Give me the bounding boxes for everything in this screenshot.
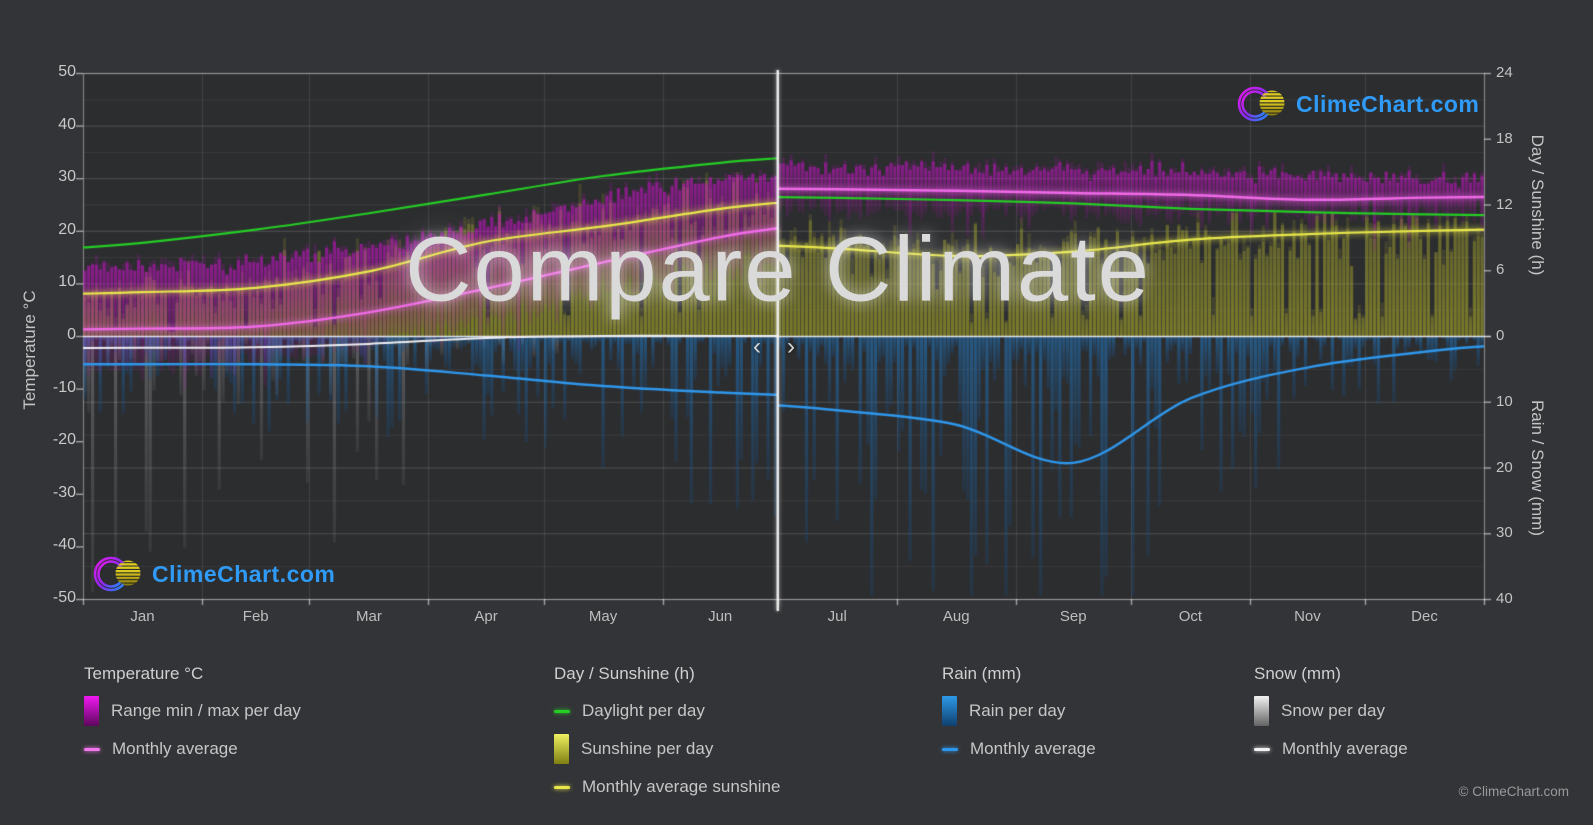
legend-item: Range min / max per day: [84, 696, 301, 726]
hours-tick-18: 18: [1496, 129, 1513, 147]
legend-temperature: Temperature °C Range min / max per day Mon…: [84, 664, 301, 772]
legend-item: Rain per day: [942, 696, 1096, 726]
legend-swatch-gradient: [942, 696, 957, 726]
legend-swatch-line: [942, 747, 958, 751]
legend-title-2: Day / Sunshine (h): [554, 664, 695, 683]
hours-tick-0: 0: [1496, 327, 1505, 344]
temp-tick--30: -30: [52, 483, 76, 501]
month-label-feb: Feb: [242, 608, 269, 625]
legend-swatch-gradient: [84, 696, 99, 726]
climechart-logo-icon: [93, 556, 141, 592]
legend-item-label: Range min / max per day: [111, 701, 301, 720]
divider-prev-arrow-icon[interactable]: ‹: [753, 333, 761, 360]
legend-snow: Snow (mm) Snow per day Monthly average: [1254, 664, 1408, 772]
watermark-title: Compare Climate: [405, 218, 1151, 321]
compare-divider[interactable]: [776, 70, 781, 615]
legend-swatch-line: [84, 747, 100, 751]
legend-item-label: Monthly average: [112, 739, 238, 758]
temp-tick--20: -20: [52, 431, 76, 449]
legend-title-4: Snow (mm): [1254, 664, 1341, 683]
copyright-text: © ClimeChart.com: [1458, 784, 1569, 799]
legend-item-label: Rain per day: [969, 701, 1066, 720]
legend-rain: Rain (mm) Rain per day Monthly average: [942, 664, 1096, 772]
month-label-may: May: [588, 608, 618, 625]
month-label-aug: Aug: [942, 608, 970, 625]
temp-tick--40: -40: [52, 536, 76, 554]
temperature-axis-title: Temperature °C: [20, 290, 39, 410]
mm-tick-20: 20: [1496, 458, 1513, 476]
month-label-mar: Mar: [356, 608, 382, 625]
legend-swatch-line: [554, 785, 570, 789]
month-label-apr: Apr: [474, 608, 498, 625]
temp-tick-40: 40: [58, 115, 76, 133]
month-label-nov: Nov: [1294, 608, 1321, 625]
legend-item-label: Monthly average: [1282, 739, 1408, 758]
legend-swatch-gradient: [1254, 696, 1269, 726]
temp-tick--50: -50: [52, 589, 76, 606]
legend-day-sunshine: Day / Sunshine (h) Daylight per day Sunshi…: [554, 664, 780, 810]
legend-swatch-line: [1254, 747, 1270, 751]
temp-tick-30: 30: [58, 168, 76, 186]
legend-item-label: Sunshine per day: [581, 739, 714, 758]
month-label-jun: Jun: [708, 608, 733, 625]
month-label-sep: Sep: [1059, 608, 1087, 625]
mm-tick-40: 40: [1496, 590, 1513, 607]
climechart-logo-icon: [1237, 86, 1285, 122]
month-label-oct: Oct: [1178, 608, 1203, 625]
mm-tick-10: 10: [1496, 392, 1513, 410]
legend-item: Monthly average: [1254, 734, 1408, 764]
climate-chart-canvas: [0, 0, 1593, 635]
hours-tick-24: 24: [1496, 64, 1513, 81]
mm-tick-30: 30: [1496, 524, 1513, 542]
climechart-logo-text: ClimeChart.com: [1296, 90, 1480, 117]
legend-title-1: Temperature °C: [84, 664, 204, 683]
temp-tick-0: 0: [67, 326, 76, 343]
legend-item-label: Monthly average sunshine: [582, 777, 781, 796]
hours-tick-12: 12: [1496, 195, 1513, 213]
rain-snow-axis-title: Rain / Snow (mm): [1528, 399, 1547, 537]
legend-item: Monthly average sunshine: [554, 772, 780, 802]
hours-tick-6: 6: [1496, 261, 1505, 279]
temp-tick-50: 50: [58, 63, 76, 80]
legend-item: Monthly average: [84, 734, 301, 764]
legend-item: Snow per day: [1254, 696, 1408, 726]
legend-swatch-line: [554, 709, 570, 713]
legend-item: Monthly average: [942, 734, 1096, 764]
legend-item-label: Snow per day: [1281, 701, 1385, 720]
climechart-logo: ClimeChart.com: [1236, 82, 1479, 126]
legend-item-label: Monthly average: [970, 739, 1096, 758]
legend-swatch-gradient: [554, 734, 569, 764]
month-label-jul: Jul: [827, 608, 847, 625]
legend-item: Daylight per day: [554, 696, 780, 726]
temp-tick--10: -10: [52, 378, 76, 396]
temp-tick-10: 10: [58, 273, 76, 291]
day-sunshine-axis-title: Day / Sunshine (h): [1528, 134, 1547, 276]
month-label-jan: Jan: [130, 608, 155, 625]
legend-item-label: Daylight per day: [582, 701, 705, 720]
climechart-logo-watermark: ClimeChart.com: [92, 552, 335, 596]
legend-item: Sunshine per day: [554, 734, 780, 764]
climechart-logo-text: ClimeChart.com: [152, 560, 336, 587]
temp-tick-20: 20: [58, 220, 76, 238]
divider-next-arrow-icon[interactable]: ›: [787, 333, 795, 360]
legend-title-3: Rain (mm): [942, 664, 1022, 683]
month-label-dec: Dec: [1411, 608, 1438, 625]
